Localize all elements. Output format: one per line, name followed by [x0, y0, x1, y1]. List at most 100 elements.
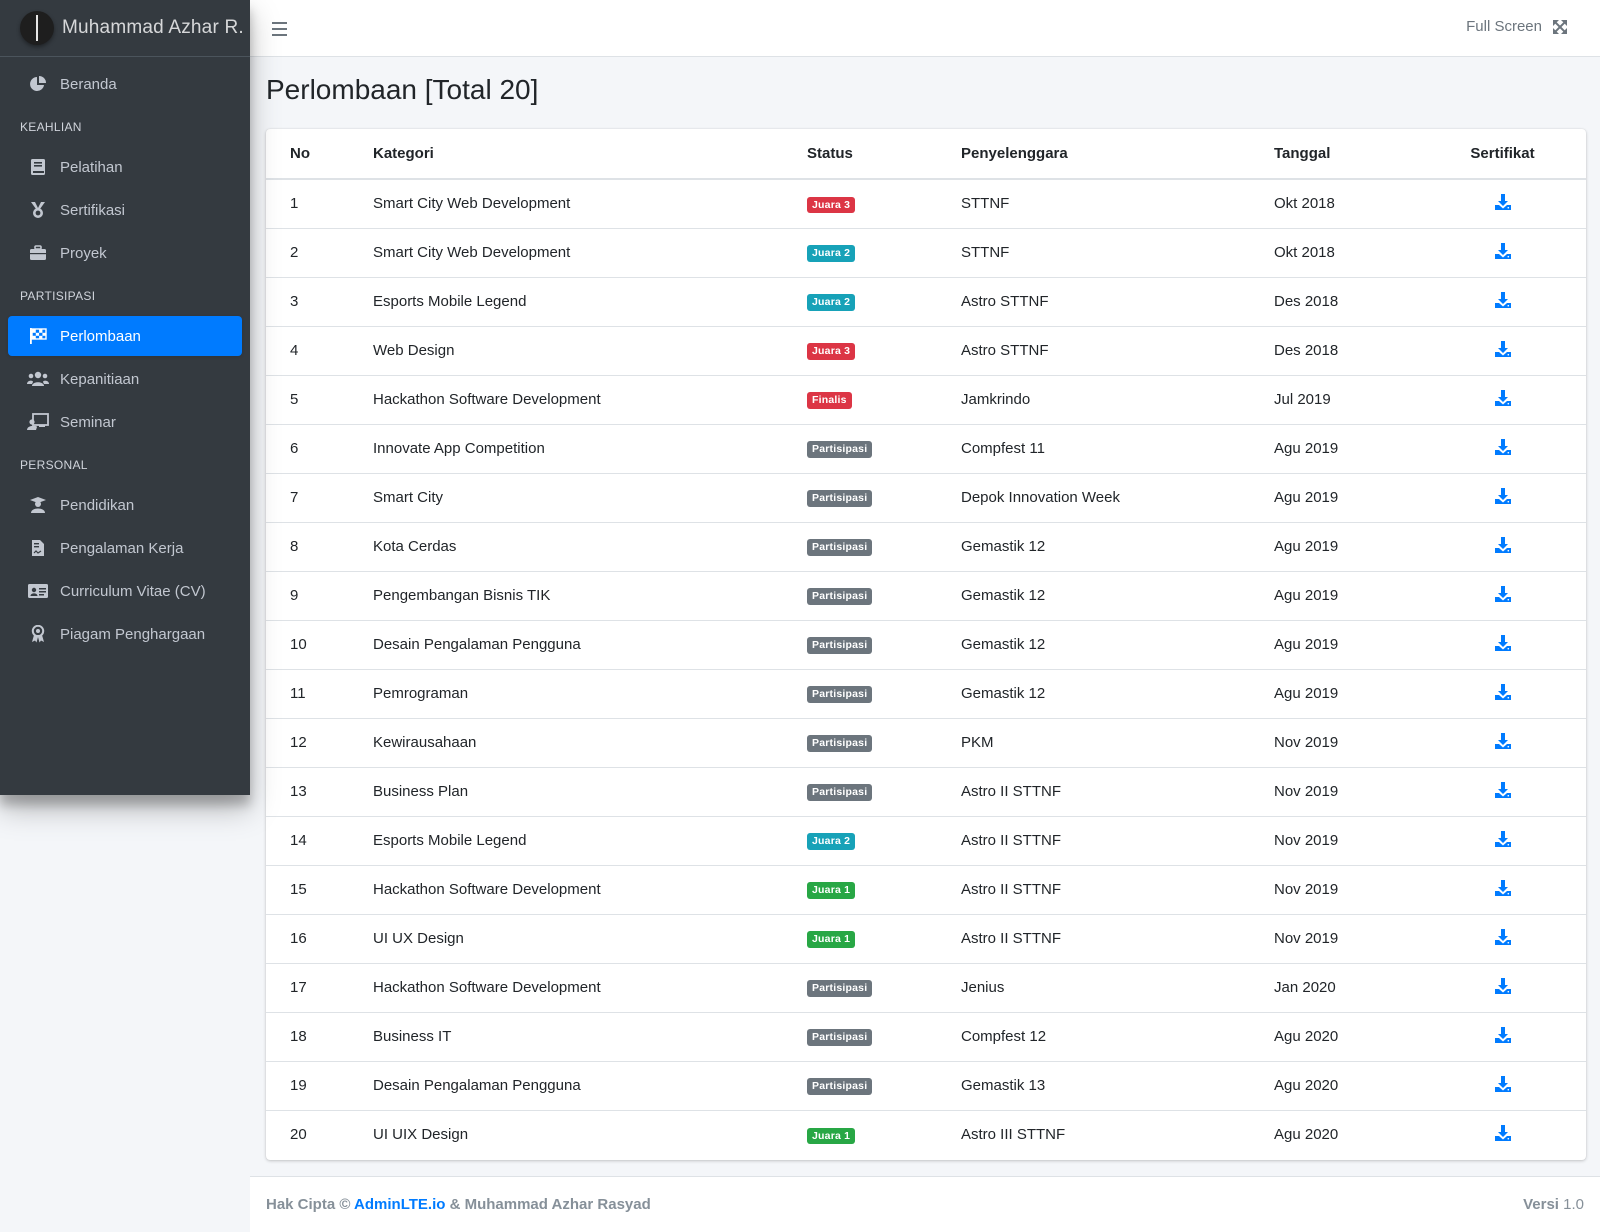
sidebar-item-kepanitiaan[interactable]: Kepanitiaan	[8, 359, 242, 399]
cell-penyelenggara: Astro STTNF	[961, 276, 1274, 326]
download-icon[interactable]	[1494, 781, 1512, 803]
cell-no: 18	[266, 1011, 373, 1061]
status-badge: Partisipasi	[807, 1078, 873, 1095]
main-sidebar: Muhammad Azhar R. Beranda KEAHLIAN Pelatih…	[0, 0, 250, 795]
table-row: 9 Pengembangan Bisnis TIK Partisipasi Gemas…	[266, 570, 1586, 620]
sidebar-item-label: Kepanitiaan	[60, 370, 140, 388]
cell-no: 16	[266, 913, 373, 963]
cell-sertifikat	[1457, 325, 1586, 375]
table-row: 12 Kewirausahaan Partisipasi PKM Nov 2019	[266, 717, 1586, 767]
sidebar-item-pengalaman-kerja[interactable]: Pengalaman Kerja	[8, 528, 242, 568]
sidebar-item-curriculum-vitae-cv[interactable]: Curriculum Vitae (CV)	[8, 571, 242, 611]
nav-header-partisipasi: PARTISIPASI	[20, 289, 96, 303]
cell-penyelenggara: Gemastik 13	[961, 1060, 1274, 1110]
brand-link[interactable]: Muhammad Azhar R.	[0, 0, 250, 57]
download-icon[interactable]	[1494, 389, 1512, 411]
download-icon[interactable]	[1494, 1124, 1512, 1146]
download-icon[interactable]	[1494, 1026, 1512, 1048]
cell-tanggal: Nov 2019	[1274, 864, 1457, 914]
download-icon[interactable]	[1494, 438, 1512, 460]
sidebar-item-beranda[interactable]: Beranda	[8, 64, 242, 104]
cell-kategori: Smart City Web Development	[373, 227, 807, 277]
download-icon[interactable]	[1494, 634, 1512, 656]
sidebar-item-pelatihan[interactable]: Pelatihan	[8, 147, 242, 187]
cell-tanggal: Okt 2018	[1274, 195, 1335, 213]
cell-kategori: Business Plan	[373, 766, 807, 816]
graduate-icon	[26, 496, 50, 514]
download-icon[interactable]	[1494, 1075, 1512, 1097]
adminlte-link[interactable]: AdminLTE.io	[354, 1196, 446, 1213]
download-icon[interactable]	[1494, 291, 1512, 313]
cell-sertifikat	[1457, 962, 1586, 1012]
cell-no: 8	[266, 521, 373, 571]
cell-kategori: Business IT	[373, 1011, 807, 1061]
cell-tanggal: Okt 2018	[1274, 227, 1457, 277]
cell-no: 15	[266, 864, 373, 914]
table-row: 6 Innovate App Competition Partisipasi Comp…	[266, 423, 1586, 473]
cell-tanggal: Nov 2019	[1274, 717, 1457, 767]
cell-penyelenggara: Jenius	[961, 962, 1274, 1012]
download-icon[interactable]	[1494, 683, 1512, 705]
cell-kategori: UI UX Design	[373, 913, 807, 963]
table-row: 8 Kota Cerdas Partisipasi Gemastik 12 Agu 20…	[266, 521, 1586, 571]
status-badge: Juara 3	[807, 343, 856, 360]
cell-penyelenggara: STTNF	[961, 227, 1274, 277]
download-icon[interactable]	[1494, 536, 1512, 558]
table-row: 2 Smart City Web Development Juara 2 STTNF O…	[266, 227, 1586, 277]
cell-no: 7	[266, 472, 373, 522]
download-icon[interactable]	[1494, 830, 1512, 852]
download-icon[interactable]	[1494, 879, 1512, 901]
cell-tanggal: Agu 2019	[1274, 619, 1457, 669]
chart-pie-icon	[26, 75, 50, 93]
sidebar-item-proyek[interactable]: Proyek	[8, 233, 242, 273]
download-icon[interactable]	[1494, 242, 1512, 264]
status-badge: Juara 1	[807, 882, 856, 899]
sidebar-item-perlombaan[interactable]: Perlombaan	[8, 316, 242, 356]
sidebar-item-seminar[interactable]: Seminar	[8, 402, 242, 442]
download-icon[interactable]	[1494, 193, 1512, 215]
cell-no: 2	[266, 227, 373, 277]
download-icon[interactable]	[1494, 487, 1512, 509]
cell-status: Partisipasi	[807, 521, 961, 571]
download-icon[interactable]	[1494, 928, 1512, 950]
cell-sertifikat	[1457, 423, 1586, 473]
cell-penyelenggara: Gemastik 12	[961, 619, 1274, 669]
table-row: 11 Pemrograman Partisipasi Gemastik 12 Agu 2…	[266, 668, 1586, 718]
top-navbar: Full Screen	[250, 0, 1600, 57]
fullscreen-button[interactable]: Full Screen	[1466, 18, 1568, 35]
cell-status: Finalis	[807, 374, 961, 424]
fullscreen-label: Full Screen	[1466, 18, 1542, 35]
cell-sertifikat	[1457, 227, 1586, 277]
cell-status: Partisipasi	[807, 717, 961, 767]
cell-sertifikat	[1457, 179, 1586, 228]
status-badge: Juara 2	[807, 294, 856, 311]
download-icon[interactable]	[1494, 340, 1512, 362]
competition-table: No Kategori Status Penyelenggara Tanggal…	[266, 129, 1586, 1159]
cell-kategori: Hackathon Software Development	[373, 962, 807, 1012]
download-icon[interactable]	[1494, 585, 1512, 607]
cell-status: Partisipasi	[807, 1011, 961, 1061]
cell-penyelenggara: Astro STTNF	[961, 325, 1274, 375]
cell-sertifikat	[1457, 864, 1586, 914]
cell-kategori: Hackathon Software Development	[373, 864, 807, 914]
download-icon[interactable]	[1494, 977, 1512, 999]
sidebar-item-piagam-penghargaan[interactable]: Piagam Penghargaan	[8, 614, 242, 654]
download-icon[interactable]	[1494, 732, 1512, 754]
cell-status: Juara 2	[807, 227, 961, 277]
bars-icon[interactable]	[272, 18, 290, 38]
table-row: 18 Business IT Partisipasi Compfest 12 Agu 2…	[266, 1011, 1586, 1061]
cell-status: Juara 1	[807, 1109, 961, 1159]
cell-kategori: Esports Mobile Legend	[373, 276, 807, 326]
cell-no: 14	[266, 815, 373, 865]
cell-sertifikat	[1457, 668, 1586, 718]
sidebar-item-sertifikasi[interactable]: Sertifikasi	[8, 190, 242, 230]
cell-status: Juara 2	[807, 276, 961, 326]
cell-no: 9	[266, 570, 373, 620]
cell-no: 10	[266, 619, 373, 669]
cell-sertifikat	[1457, 1060, 1586, 1110]
header-status: Status	[807, 129, 961, 180]
cell-penyelenggara: Compfest 12	[961, 1011, 1274, 1061]
table-row: 5 Hackathon Software Development Finalis Ja…	[266, 374, 1586, 424]
sidebar-item-pendidikan[interactable]: Pendidikan	[8, 485, 242, 525]
cell-no: 12	[266, 717, 373, 767]
